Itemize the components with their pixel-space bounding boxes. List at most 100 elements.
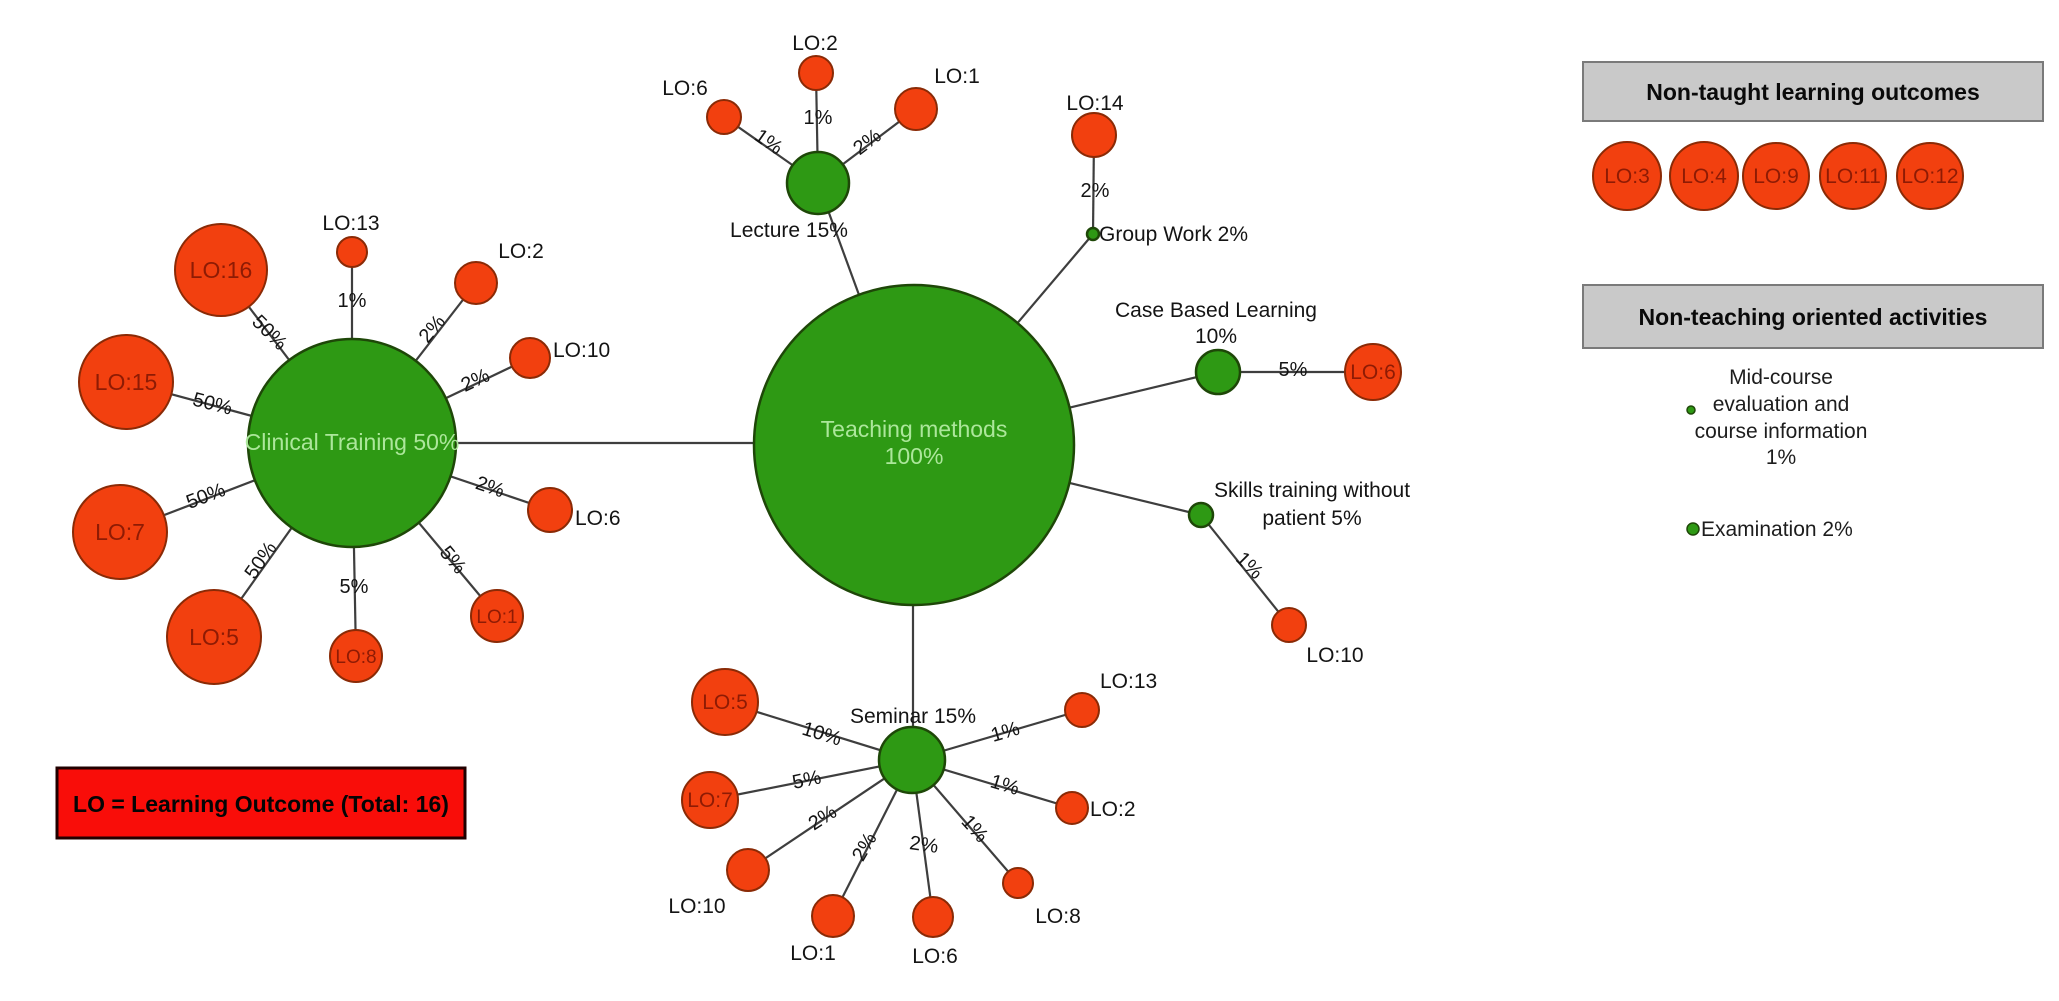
node-panel-lo4: [1669, 141, 1739, 211]
edge-seminar-lo7: [709, 758, 913, 802]
node-lecture-lo1: [894, 87, 938, 131]
label-seminar-lo13: LO:13: [1100, 670, 1157, 693]
skills-title-line2: patient 5%: [1262, 507, 1361, 530]
node-clinical-lo16: [174, 223, 268, 317]
label-lecture-lo6: LO:6: [662, 77, 708, 100]
teaching-methods-title: Teaching methods: [821, 416, 1008, 442]
inlabel-panel-lo3: LO:3: [1604, 165, 1650, 188]
inlabel-seminar-lo7: LO:7: [687, 789, 733, 812]
label-lecture-lo2: LO:2: [792, 32, 838, 55]
label-lo14: LO:14: [1066, 92, 1124, 115]
node-seminar-lo1: [811, 894, 855, 938]
label-clinical-lo10: LO:10: [553, 339, 610, 362]
pct-lecture-lo2: 1%: [804, 107, 833, 129]
node-lo14: [1071, 112, 1117, 158]
non-teaching-header-box: [1582, 284, 2044, 349]
node-seminar-lo5: [691, 668, 759, 736]
node-clinical-lo1: [470, 589, 524, 643]
node-skills-training: [1187, 501, 1215, 529]
node-lecture-lo6: [706, 99, 742, 135]
inlabel-casebased-lo6: LO:6: [1350, 361, 1396, 384]
label-seminar-lo6: LO:6: [912, 945, 958, 968]
node-clinical-training: [246, 337, 458, 549]
non-teaching-title: Non-teaching oriented activities: [1639, 304, 1988, 330]
node-skills-lo10: [1271, 607, 1307, 643]
pct-seminar-lo5: 10%: [799, 718, 844, 751]
node-lecture-lo2: [798, 55, 834, 91]
label-lecture-lo1: LO:1: [934, 65, 980, 88]
non-taught-header-box: [1582, 61, 2044, 122]
examination-dot: [1686, 522, 1700, 536]
node-clinical-lo8: [329, 629, 383, 683]
pct-seminar-lo2: 1%: [988, 771, 1022, 801]
node-case-based-learning: [1194, 348, 1242, 396]
pct-lecture-lo6: 1%: [750, 125, 786, 160]
inlabel-clinical-lo16: LO:16: [190, 257, 253, 283]
pct-clinical-lo6: 2%: [473, 472, 508, 502]
node-clinical-lo5: [166, 589, 262, 685]
node-clinical-lo6: [527, 487, 573, 533]
node-clinical-lo15: [78, 334, 174, 430]
node-seminar-lo7: [681, 771, 739, 829]
teaching-methods-pct: 100%: [885, 443, 944, 469]
label-clinical-lo6: LO:6: [575, 507, 621, 530]
inlabel-clinical-lo5: LO:5: [189, 624, 239, 650]
red-nodes: [72, 55, 1402, 938]
label-seminar-lo1: LO:1: [790, 942, 836, 965]
node-seminar-lo6: [912, 896, 954, 938]
case-based-title: Case Based Learning: [1115, 299, 1317, 322]
mid-course-line4: 1%: [1766, 446, 1796, 469]
label-seminar-lo8: LO:8: [1035, 905, 1081, 928]
pct-clinical-lo10: 2%: [458, 364, 494, 396]
pct-clinical-lo8: 5%: [340, 576, 369, 598]
inlabel-panel-lo12: LO:12: [1901, 165, 1958, 188]
node-seminar-lo8: [1002, 867, 1034, 899]
inlabel-clinical-lo8: LO:8: [335, 647, 376, 668]
inlabel-panel-lo11: LO:11: [1825, 165, 1881, 188]
case-based-pct: 10%: [1195, 325, 1237, 348]
node-panel-lo12: [1896, 142, 1964, 210]
inlabel-panel-lo9: LO:9: [1753, 165, 1799, 188]
legend: LO = Learning Outcome (Total: 16): [55, 766, 467, 840]
inlabel-clinical-lo1: LO:1: [476, 607, 517, 628]
legend-red-box: [55, 766, 467, 840]
non-taught-title: Non-taught learning outcomes: [1646, 79, 1980, 105]
edge-skills-lo10: [1200, 514, 1290, 626]
node-group-work: [1085, 226, 1101, 242]
inlabel-clinical-lo15: LO:15: [95, 369, 158, 395]
pct-clinical-lo1: 5%: [435, 542, 471, 578]
node-seminar-lo13: [1064, 692, 1100, 728]
node-clinical-lo2: [454, 261, 498, 305]
pct-clinical-lo15: 50%: [190, 389, 234, 420]
node-clinical-lo13: [336, 236, 368, 268]
mid-course-line2: evaluation and: [1713, 393, 1850, 416]
group-work-title: Group Work 2%: [1099, 223, 1248, 246]
lecture-title: Lecture 15%: [730, 219, 848, 242]
inlabel-panel-lo4: LO:4: [1681, 165, 1727, 188]
node-panel-lo11: [1819, 142, 1887, 210]
legend-label: LO = Learning Outcome (Total: 16): [73, 791, 449, 817]
pct-lo14-groupwork: 2%: [1081, 180, 1110, 202]
pct-seminar-lo7: 5%: [790, 766, 823, 794]
label-clinical-lo2: LO:2: [498, 240, 544, 263]
node-casebased-lo6: [1344, 343, 1402, 401]
label-seminar-lo10: LO:10: [668, 895, 725, 918]
node-seminar-lo2: [1055, 791, 1089, 825]
mid-course-line3: course information: [1695, 420, 1868, 443]
node-seminar: [877, 725, 947, 795]
pct-clinical-lo2: 2%: [415, 311, 451, 347]
pct-seminar-lo6: 2%: [908, 832, 940, 858]
inlabel-seminar-lo5: LO:5: [702, 691, 748, 714]
skills-title-line1: Skills training without: [1214, 479, 1410, 502]
pct-clinical-lo16: 50%: [247, 311, 291, 355]
non-taught-panel: Non-taught learning outcomes LO:3 LO:4 L…: [1582, 61, 2044, 211]
label-skills-lo10: LO:10: [1306, 644, 1363, 667]
node-lecture: [785, 150, 851, 216]
mid-course-dot: [1686, 405, 1696, 415]
pct-lecture-lo1: 2%: [849, 125, 885, 160]
pct-casebased-lo6: 5%: [1279, 359, 1308, 381]
pct-seminar-lo13: 1%: [988, 718, 1022, 747]
